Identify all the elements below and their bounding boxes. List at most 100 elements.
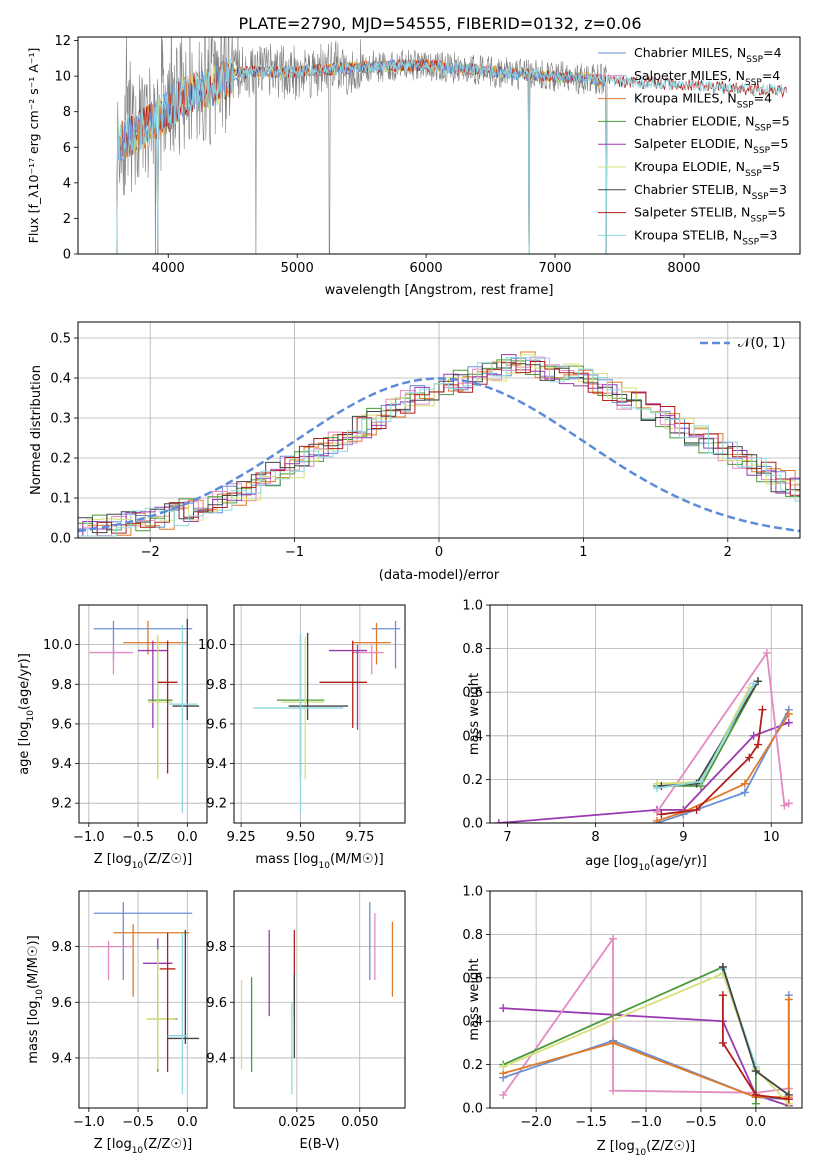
- y-tick-label: 9.4: [51, 1051, 72, 1066]
- normal-curve-line: [78, 377, 800, 533]
- x-tick-label: 8: [591, 830, 599, 845]
- plot-area: [116, 37, 787, 254]
- y-tick-label: 0.4: [462, 1015, 483, 1030]
- data-point-marker: [494, 819, 503, 823]
- x-axis-label: wavelength [Angstrom, rest frame]: [325, 283, 554, 298]
- y-tick-label: 0.6: [462, 971, 483, 986]
- histogram-step: [78, 361, 800, 537]
- y-tick-label: 6: [63, 141, 71, 156]
- data-point-marker: [784, 1095, 793, 1104]
- x-tick-label: −1.0: [73, 830, 105, 845]
- y-tick-label: 0.2: [50, 452, 71, 467]
- x-tick-label: 9.25: [227, 830, 256, 845]
- data-point-marker: [751, 1090, 760, 1099]
- y-tick-label: 12: [54, 34, 71, 49]
- series-line: [498, 721, 790, 823]
- histogram-step: [78, 357, 800, 537]
- x-tick-label: 5000: [281, 261, 314, 276]
- axes-frame: [489, 604, 803, 824]
- x-tick-label: 0.0: [177, 1115, 198, 1130]
- y-tick-label: 9.4: [206, 1051, 227, 1066]
- y-tick-label: 0.5: [50, 332, 71, 347]
- y-tick-label: 0.8: [462, 928, 483, 943]
- x-tick-label: 2: [724, 545, 732, 560]
- age-vs-mass-panel: 9.25 9.50 9.75 9.2 9.4 9.6 9.8 10.0 mass [log10(…: [198, 604, 406, 871]
- x-tick-label: 9.75: [345, 830, 374, 845]
- x-tick-label: −1.0: [630, 1115, 662, 1130]
- y-tick-label: 0.2: [462, 773, 483, 788]
- series-line: [656, 650, 790, 813]
- y-tick-label: 0.4: [462, 729, 483, 744]
- y-tick-label: 1.0: [462, 599, 483, 614]
- axes-frame: [77, 36, 801, 255]
- x-tick-label: 4000: [152, 261, 185, 276]
- x-tick-label: 7: [503, 830, 511, 845]
- legend-label: Salpeter STELIB, NSSP=5: [634, 205, 786, 225]
- data-point-marker: [609, 1038, 618, 1047]
- y-tick-label: 9.2: [51, 797, 72, 812]
- model-spectrum-line: [116, 58, 607, 254]
- data-point-marker: [745, 753, 754, 762]
- y-tick-label: 2: [63, 212, 71, 227]
- histogram-step: [78, 362, 800, 537]
- figure-title: PLATE=2790, MJD=54555, FIBERID=0132, z=0…: [238, 14, 641, 33]
- y-tick-label: 9.4: [51, 757, 72, 772]
- histogram-step: [78, 357, 800, 537]
- x-tick-label: 0.0: [177, 830, 198, 845]
- y-tick-label: 0.6: [462, 686, 483, 701]
- y-tick-label: 9.2: [206, 797, 227, 812]
- plot-area: [499, 934, 793, 1108]
- plot-area: [78, 351, 800, 537]
- data-point-marker: [758, 705, 767, 714]
- plot-area: [88, 618, 200, 814]
- data-point-marker: [784, 710, 793, 718]
- legend-label: Chabrier MILES, NSSP=4: [634, 45, 782, 65]
- mass-weight-vs-age-panel: 7 8 9 10 0.0 0.2 0.4 0.6 0.8 1.0 age [log10(age/yr…: [462, 599, 803, 873]
- x-tick-label: 9: [679, 830, 687, 845]
- y-tick-label: 8: [63, 105, 71, 120]
- data-point-marker: [609, 934, 618, 943]
- data-point-marker: [499, 1062, 508, 1071]
- x-tick-label: −2: [141, 545, 160, 560]
- data-point-marker: [751, 1067, 760, 1076]
- x-tick-label: 8000: [667, 261, 700, 276]
- legend-label: Chabrier ELODIE, NSSP=5: [634, 113, 790, 133]
- y-axis-label: Normed distribution: [29, 365, 44, 495]
- y-tick-label: 9.4: [206, 757, 227, 772]
- series-line: [656, 713, 790, 822]
- plot-area: [253, 620, 401, 814]
- y-tick-label: 9.6: [51, 996, 72, 1011]
- legend-label: Salpeter MILES, NSSP=4: [634, 68, 780, 88]
- y-tick-label: 0.0: [462, 817, 483, 832]
- data-point-marker: [754, 740, 763, 749]
- x-axis-label: Z [log10(Z/Z☉)]: [94, 852, 192, 871]
- y-tick-label: 0.8: [462, 642, 483, 657]
- x-tick-label: −1.5: [575, 1115, 607, 1130]
- plot-area: [494, 648, 793, 823]
- data-point-marker: [657, 810, 666, 819]
- residual-histogram-panel: −2 −1 0 1 2 0.0 0.1 0.2 0.3 0.4 0.5 𝒩(0, 1) (data-mo…: [29, 321, 801, 583]
- y-tick-label: 0: [63, 248, 71, 263]
- y-tick-label: 10.0: [43, 638, 72, 653]
- y-tick-label: 10: [54, 70, 71, 85]
- data-point-marker: [657, 781, 666, 790]
- x-tick-label: 7000: [538, 261, 571, 276]
- data-point-marker: [784, 995, 793, 1004]
- x-tick-label: −1: [285, 545, 304, 560]
- model-spectrum-line: [116, 58, 787, 254]
- x-tick-label: −1.0: [73, 1115, 105, 1130]
- data-point-marker: [749, 679, 758, 688]
- x-tick-label: 0.050: [341, 1115, 378, 1130]
- y-tick-label: 9.8: [206, 940, 227, 955]
- y-axis-label: mass weight: [467, 958, 482, 1040]
- legend-label: 𝒩(0, 1): [738, 336, 785, 351]
- x-tick-label: 9.50: [286, 830, 315, 845]
- data-point-marker: [740, 779, 749, 788]
- x-axis-label: (data-model)/error: [379, 568, 500, 583]
- x-tick-label: 0: [435, 545, 443, 560]
- x-tick-label: −0.5: [122, 830, 154, 845]
- x-tick-label: 6000: [410, 261, 443, 276]
- data-point-marker: [749, 731, 758, 740]
- y-axis-label: Flux [f_λ10⁻¹⁷ erg cm⁻² s⁻¹ A⁻¹]: [26, 48, 41, 244]
